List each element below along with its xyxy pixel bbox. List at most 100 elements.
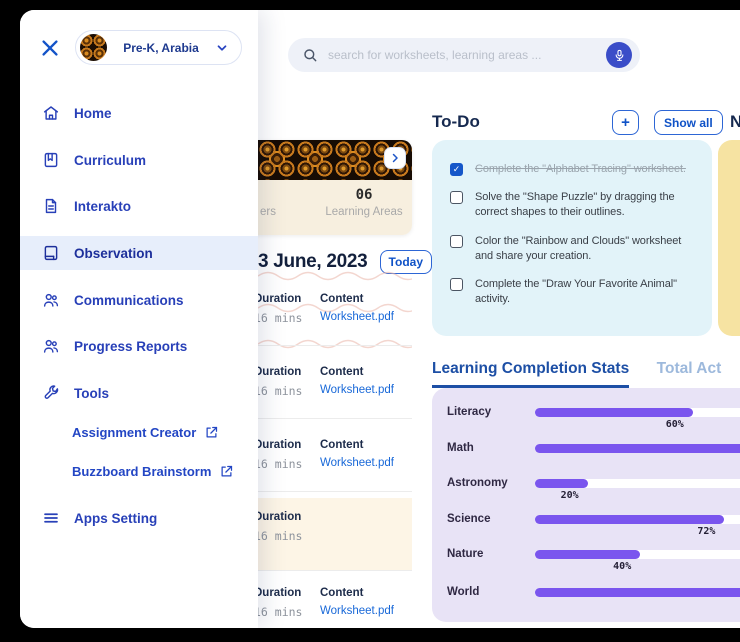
sidebar-item-progress-reports[interactable]: Progress Reports bbox=[20, 331, 258, 361]
search-input[interactable] bbox=[328, 48, 596, 62]
wavy-decoration bbox=[258, 271, 412, 349]
add-task-button[interactable]: + bbox=[612, 110, 639, 135]
bar-row: Astronomy 20% bbox=[447, 477, 740, 501]
book-icon bbox=[42, 151, 60, 169]
bar-row: Literacy 60% bbox=[447, 406, 740, 430]
todo-item-text: Complete the "Draw Your Favorite Animal"… bbox=[475, 277, 677, 306]
sidebar-item-home[interactable]: Home bbox=[20, 98, 258, 128]
date-text: 3 June, 2023 bbox=[258, 251, 368, 272]
content-link[interactable]: Worksheet.pdf bbox=[320, 457, 394, 469]
document-icon bbox=[42, 197, 60, 215]
bar-track bbox=[535, 587, 740, 597]
learning-completion-chart: Literacy 60% Math Astronomy 20% Science … bbox=[432, 388, 740, 622]
row-divider bbox=[258, 491, 412, 492]
bar-track: 40% bbox=[535, 549, 740, 572]
row-divider bbox=[258, 418, 412, 419]
hamburger-menu-icon bbox=[42, 509, 60, 527]
sidebar-link-assignment-creator[interactable]: Assignment Creator bbox=[72, 419, 219, 445]
search-bar bbox=[288, 38, 640, 72]
content-header: Content bbox=[320, 587, 364, 599]
date-header: 3 June, 2023 Today bbox=[258, 250, 432, 274]
bar-category-label: Astronomy bbox=[447, 477, 508, 489]
next-button[interactable] bbox=[384, 147, 406, 169]
bar-fill bbox=[535, 443, 740, 453]
content-link[interactable]: Worksheet.pdf bbox=[320, 605, 394, 617]
content-link[interactable]: Worksheet.pdf bbox=[320, 311, 394, 323]
chevron-down-icon bbox=[215, 41, 229, 55]
sidebar-item-communications[interactable]: Communications bbox=[20, 285, 258, 315]
stat-label-partial: ers bbox=[260, 206, 276, 218]
bar-fill bbox=[535, 478, 588, 488]
bar-category-label: Science bbox=[447, 513, 491, 525]
checkbox-checked-icon[interactable]: ✓ bbox=[450, 163, 463, 176]
people-icon bbox=[42, 291, 60, 309]
todo-item-text: Complete the "Alphabet Tracing" workshee… bbox=[475, 163, 686, 175]
stat-value: 06 bbox=[355, 187, 373, 203]
todo-item: ✓ Complete the "Alphabet Tracing" worksh… bbox=[450, 162, 696, 177]
checkbox-icon[interactable] bbox=[450, 234, 463, 248]
tab-learning-completion-stats[interactable]: Learning Completion Stats bbox=[432, 360, 630, 388]
bar-value-label: 72% bbox=[697, 525, 716, 537]
duration-value: 16 mins bbox=[254, 311, 303, 325]
search-icon bbox=[302, 47, 318, 63]
sidebar-item-tools[interactable]: Tools bbox=[20, 378, 258, 408]
bar-category-label: Math bbox=[447, 442, 474, 454]
activity-row: Duration 16 mins Content Worksheet.pdf bbox=[254, 293, 432, 325]
todo-item: Solve the "Shape Puzzle" by dragging the… bbox=[450, 190, 696, 220]
todo-header: To-Do + Show all bbox=[432, 110, 732, 136]
stats-tabs: Learning Completion Stats Total Act bbox=[432, 360, 721, 388]
activity-row: Duration 16 mins Content Worksheet.pdf bbox=[254, 366, 432, 398]
app-window: ers 06 Learning Areas 3 June, 2023 Today… bbox=[20, 10, 740, 628]
sidebar-item-label: Apps Setting bbox=[74, 510, 158, 526]
checkbox-icon[interactable] bbox=[450, 191, 463, 205]
chevron-right-icon bbox=[389, 152, 401, 164]
sidebar-link-label: Buzzboard Brainstorm bbox=[72, 463, 212, 479]
notices-heading-partial: N bbox=[730, 112, 740, 131]
bar-value-label: 20% bbox=[560, 489, 579, 501]
home-icon bbox=[42, 104, 60, 122]
todo-item: Color the "Rainbow and Clouds" worksheet… bbox=[450, 234, 696, 264]
bar-fill bbox=[535, 514, 725, 524]
bar-fill bbox=[535, 587, 740, 597]
sidebar-link-buzzboard-brainstorm[interactable]: Buzzboard Brainstorm bbox=[72, 458, 234, 484]
checkbox-icon[interactable] bbox=[450, 277, 463, 291]
close-button[interactable] bbox=[37, 35, 63, 61]
content-link[interactable]: Worksheet.pdf bbox=[320, 384, 394, 396]
todo-item: Complete the "Draw Your Favorite Animal"… bbox=[450, 277, 696, 307]
stat-learning-areas: 06 Learning Areas bbox=[316, 180, 412, 235]
class-avatar bbox=[80, 34, 107, 61]
duration-value: 16 mins bbox=[254, 384, 303, 398]
tab-total-activities[interactable]: Total Act bbox=[656, 360, 722, 377]
mic-button[interactable] bbox=[606, 42, 632, 68]
class-selector[interactable]: Pre-K, Arabia bbox=[75, 30, 242, 65]
row-divider bbox=[258, 345, 412, 346]
sidebar-item-label: Home bbox=[74, 105, 112, 121]
notices-card-partial bbox=[718, 140, 740, 336]
duration-value: 16 mins bbox=[254, 605, 303, 619]
external-link-icon bbox=[219, 464, 234, 479]
todo-item-text: Solve the "Shape Puzzle" by dragging the… bbox=[475, 191, 675, 219]
sidebar-link-label: Assignment Creator bbox=[72, 424, 197, 440]
sidebar-item-curriculum[interactable]: Curriculum bbox=[20, 145, 258, 175]
people-icon bbox=[42, 337, 60, 355]
sidebar-item-label: Progress Reports bbox=[74, 338, 188, 354]
duration-value: 16 mins bbox=[254, 529, 303, 543]
sidebar-item-interakto[interactable]: Interakto bbox=[20, 191, 258, 221]
duration-header: Duration bbox=[254, 511, 302, 523]
activity-row: Duration 16 mins Content Worksheet.pdf bbox=[254, 587, 432, 619]
stat-partial: ers bbox=[220, 180, 316, 235]
todo-item-text: Color the "Rainbow and Clouds" worksheet… bbox=[475, 234, 682, 262]
bar-fill bbox=[535, 407, 693, 417]
show-all-button[interactable]: Show all bbox=[654, 110, 723, 135]
duration-header: Duration bbox=[254, 439, 302, 451]
content-header: Content bbox=[320, 293, 364, 305]
microphone-icon bbox=[613, 49, 626, 62]
content-header: Content bbox=[320, 366, 364, 378]
today-button[interactable]: Today bbox=[379, 250, 432, 274]
sidebar-item-label: Interakto bbox=[74, 198, 132, 214]
sidebar-item-observation[interactable]: Observation bbox=[20, 236, 258, 270]
row-divider bbox=[258, 570, 412, 571]
sidebar-item-apps-setting[interactable]: Apps Setting bbox=[20, 503, 258, 533]
sidebar-drawer: Pre-K, Arabia Home Curriculum Interakto bbox=[20, 10, 258, 628]
bar-fill bbox=[535, 549, 641, 559]
